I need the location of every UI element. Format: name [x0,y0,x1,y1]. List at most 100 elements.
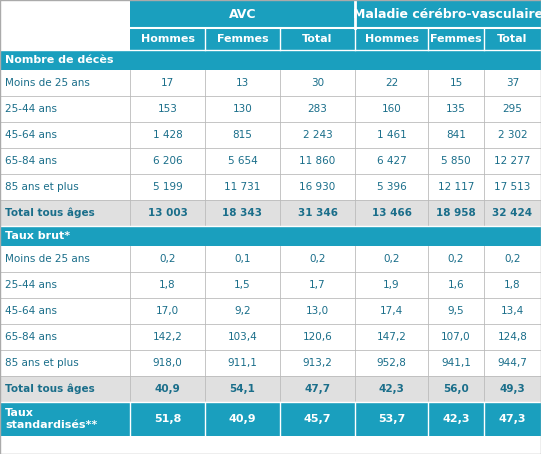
Text: Moins de 25 ans: Moins de 25 ans [5,254,90,264]
Bar [0,122,541,148]
Text: 1,6: 1,6 [448,280,464,290]
Text: Hommes: Hommes [365,34,419,44]
Text: 16 930: 16 930 [299,182,335,192]
Text: 295: 295 [503,104,523,114]
Text: Total tous âges: Total tous âges [5,208,95,218]
Text: Hommes: Hommes [141,34,195,44]
Text: 0,1: 0,1 [234,254,250,264]
Text: 911,1: 911,1 [228,358,258,368]
Bar [0,376,541,402]
Text: 65-84 ans: 65-84 ans [5,332,57,342]
Text: 40,9: 40,9 [229,414,256,424]
Text: 45,7: 45,7 [304,414,331,424]
Text: Total: Total [302,34,333,44]
Text: 13 466: 13 466 [372,208,412,218]
Text: 1 461: 1 461 [377,130,406,140]
Text: 56,0: 56,0 [443,384,469,394]
Bar [130,28,541,50]
Text: 2 302: 2 302 [498,130,527,140]
Bar [0,350,541,376]
Text: 12 117: 12 117 [438,182,474,192]
Text: 11 731: 11 731 [225,182,261,192]
Text: 15: 15 [450,78,463,88]
Bar [0,402,541,436]
Text: 283: 283 [308,104,327,114]
Bar [0,174,541,200]
Text: 17 513: 17 513 [494,182,531,192]
Text: 32 424: 32 424 [492,208,532,218]
Text: 25-44 ans: 25-44 ans [5,280,57,290]
Text: 1,9: 1,9 [383,280,400,290]
Bar [0,272,541,298]
Text: 11 860: 11 860 [299,156,335,166]
Text: 9,2: 9,2 [234,306,251,316]
Text: Femmes: Femmes [217,34,268,44]
Text: 124,8: 124,8 [498,332,527,342]
Text: 135: 135 [446,104,466,114]
Text: AVC: AVC [229,8,256,20]
Text: 5 396: 5 396 [377,182,406,192]
Bar [0,96,541,122]
Text: 1,5: 1,5 [234,280,251,290]
Text: 54,1: 54,1 [229,384,255,394]
Text: 9,5: 9,5 [448,306,464,316]
Text: 5 654: 5 654 [228,156,258,166]
Text: 49,3: 49,3 [500,384,525,394]
Text: 160: 160 [381,104,401,114]
Text: 952,8: 952,8 [377,358,406,368]
Text: 17,4: 17,4 [380,306,403,316]
Text: 944,7: 944,7 [498,358,527,368]
Text: 153: 153 [157,104,177,114]
Text: 815: 815 [233,130,253,140]
Text: 22: 22 [385,78,398,88]
Text: 130: 130 [233,104,252,114]
Text: 13,0: 13,0 [306,306,329,316]
Bar [0,226,541,246]
Text: 45-64 ans: 45-64 ans [5,130,57,140]
Text: 1,7: 1,7 [309,280,326,290]
Text: 1 428: 1 428 [153,130,182,140]
Text: 40,9: 40,9 [155,384,180,394]
Text: 6 206: 6 206 [153,156,182,166]
Bar [0,200,541,226]
Bar [0,324,541,350]
Text: 17,0: 17,0 [156,306,179,316]
Text: 47,3: 47,3 [499,414,526,424]
Bar [0,50,541,70]
Text: 85 ans et plus: 85 ans et plus [5,358,79,368]
Text: 0,2: 0,2 [504,254,521,264]
Text: 5 199: 5 199 [153,182,182,192]
Text: 42,3: 42,3 [379,384,405,394]
Text: 17: 17 [161,78,174,88]
Text: Taux brut*: Taux brut* [5,231,70,241]
Text: 5 850: 5 850 [441,156,471,166]
Text: 0,2: 0,2 [159,254,176,264]
Bar [0,246,541,272]
Text: 47,7: 47,7 [305,384,331,394]
Text: 107,0: 107,0 [441,332,471,342]
Text: 0,2: 0,2 [309,254,326,264]
Text: 1,8: 1,8 [504,280,521,290]
Text: 53,7: 53,7 [378,414,405,424]
Text: 18 958: 18 958 [436,208,476,218]
Text: 841: 841 [446,130,466,140]
Text: 147,2: 147,2 [377,332,406,342]
Text: 65-84 ans: 65-84 ans [5,156,57,166]
Text: Maladie cérébro-vasculaire: Maladie cérébro-vasculaire [353,8,541,20]
Text: 13 003: 13 003 [148,208,187,218]
Text: 120,6: 120,6 [302,332,332,342]
Text: Total tous âges: Total tous âges [5,384,95,394]
Text: Nombre de décès: Nombre de décès [5,55,114,65]
Text: 103,4: 103,4 [228,332,258,342]
Text: 30: 30 [311,78,324,88]
Text: 45-64 ans: 45-64 ans [5,306,57,316]
Text: Taux
standardisés**: Taux standardisés** [5,408,97,430]
Bar [0,148,541,174]
Text: Total: Total [497,34,527,44]
Text: 2 243: 2 243 [302,130,332,140]
Text: 37: 37 [506,78,519,88]
Text: 25-44 ans: 25-44 ans [5,104,57,114]
Bar [130,0,541,28]
Text: 13: 13 [236,78,249,88]
Text: 12 277: 12 277 [494,156,531,166]
